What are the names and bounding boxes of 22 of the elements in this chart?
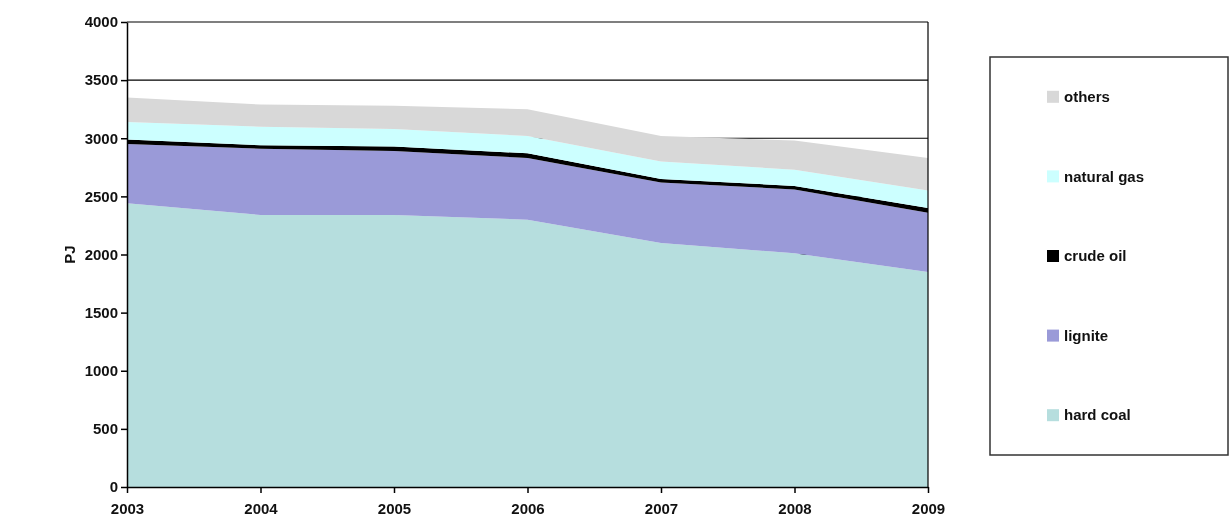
x-tick-label: 2004	[244, 500, 279, 517]
y-tick-label: 2000	[84, 245, 118, 263]
legend-label: crude oil	[1064, 247, 1127, 265]
y-tick-label: 2500	[84, 187, 118, 205]
legend-label: lignite	[1064, 326, 1109, 344]
x-tick-label: 2009	[911, 500, 946, 517]
y-tick-label: 500	[92, 420, 118, 438]
y-tick-label: 0	[109, 478, 118, 496]
x-tick-label: 2003	[110, 500, 145, 517]
legend-label: hard coal	[1064, 406, 1131, 424]
y-tick-label: 1000	[84, 362, 118, 380]
y-axis-title: PJ	[61, 245, 78, 264]
legend-label: natural gas	[1064, 167, 1145, 185]
y-tick-label: 1500	[84, 303, 118, 321]
y-tick-label: 3000	[84, 129, 118, 147]
x-tick-label: 2006	[511, 500, 545, 517]
y-tick-label: 4000	[84, 13, 118, 31]
x-tick-label: 2008	[778, 500, 812, 517]
x-tick-label: 2005	[377, 500, 412, 517]
legend-label: others	[1064, 88, 1110, 106]
x-tick-label: 2007	[644, 500, 679, 517]
y-tick-label: 3500	[84, 71, 118, 89]
